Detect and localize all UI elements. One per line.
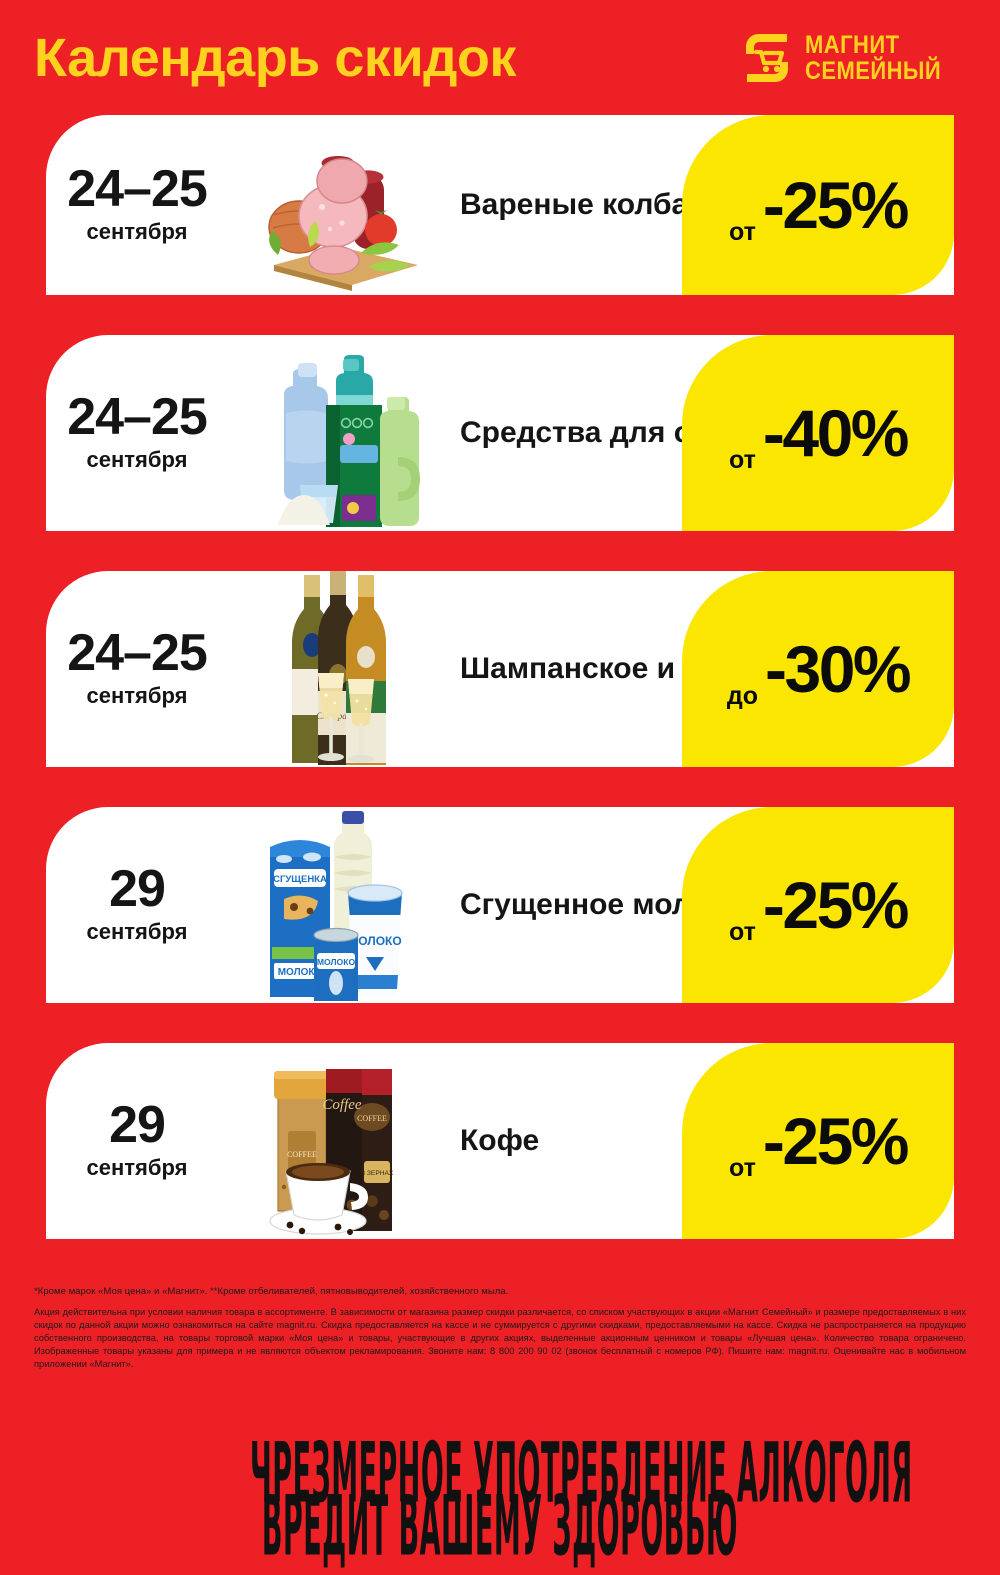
deal-date-range: 24–25: [67, 160, 208, 219]
discount-value: -40%: [762, 396, 910, 470]
page-title: Календарь скидок: [34, 27, 516, 88]
svg-text:COFFEE: COFFEE: [357, 1114, 387, 1123]
brand-name: МАГНИТ СЕМЕЙНЫЙ: [805, 32, 941, 84]
deal-date-month: сентября: [86, 1155, 188, 1181]
deal-date-range: 24–25: [67, 624, 208, 683]
discount-value: -25%: [762, 168, 910, 242]
page-header: Календарь скидок МАГНИТ СЕМЕЙНЫЙ: [0, 0, 1000, 115]
alcohol-warning-line-2: ВРЕДИТ ВАШЕМУ ЗДОРОВЬЮ: [261, 1478, 739, 1575]
deal-card-laundry-detergents[interactable]: 24–25 сентября: [46, 335, 954, 531]
disclaimer-terms: Акция действительна при условии наличия …: [34, 1306, 966, 1370]
deal-date-month: сентября: [86, 919, 188, 945]
svg-text:МОЛОКО: МОЛОКО: [317, 957, 356, 967]
svg-text:Coffee: Coffee: [322, 1097, 361, 1113]
deal-date-month: сентября: [86, 447, 188, 473]
discount-badge[interactable]: от -40%: [682, 335, 954, 531]
alcohol-warning: ЧРЕЗМЕРНОЕ УПОТРЕБЛЕНИЕ АЛКОГОЛЯ ВРЕДИТ …: [0, 1433, 1000, 1568]
discount-badge[interactable]: от -25%: [682, 1043, 954, 1239]
discount-badge[interactable]: до -30%: [682, 571, 954, 767]
svg-text:МОЛОКО: МОЛОКО: [278, 967, 323, 978]
discount-value: -25%: [762, 1104, 910, 1178]
deals-list: 24–25 сентября: [0, 115, 1000, 1239]
deal-date: 24–25 сентября: [46, 388, 222, 473]
svg-text:СГУЩЕНКА: СГУЩЕНКА: [273, 874, 327, 885]
svg-text:МОЛОКО: МОЛОКО: [348, 934, 401, 948]
discount-value: -30%: [765, 632, 912, 706]
deal-date-range: 29: [109, 1096, 166, 1155]
discount-value: -25%: [762, 868, 910, 942]
discount-prefix: от: [729, 1154, 756, 1182]
deal-date-range: 24–25: [67, 388, 208, 447]
discount-badge[interactable]: от -25%: [682, 807, 954, 1003]
discount-prefix: от: [729, 918, 756, 946]
discount-prefix: от: [729, 218, 756, 246]
deal-title: Кофе: [460, 1124, 540, 1158]
discount-badge[interactable]: от -25%: [682, 115, 954, 295]
brand-line-2: СЕМЕЙНЫЙ: [805, 56, 942, 85]
svg-text:В ЗЕРНАХ: В ЗЕРНАХ: [361, 1170, 394, 1177]
deal-date: 29 сентября: [46, 1096, 222, 1181]
deal-date-range: 29: [109, 860, 166, 919]
deal-date-month: сентября: [86, 219, 188, 245]
disclaimer: *Кроме марок «Моя цена» и «Магнит». **Кр…: [0, 1279, 1000, 1372]
disclaimer-footnotes: *Кроме марок «Моя цена» и «Магнит». **Кр…: [34, 1286, 509, 1297]
boiled-sausages-image: [222, 115, 452, 295]
discount-prefix: до: [726, 682, 759, 710]
alcohol-warning-line-1: ЧРЕЗМЕРНОЕ УПОТРЕБЛЕНИЕ АЛКОГОЛЯ: [250, 1425, 913, 1523]
deal-date: 29 сентября: [46, 860, 222, 945]
shopping-cart-icon: [743, 32, 791, 84]
champagne-bottles-image: Champagne: [222, 571, 452, 767]
deal-date: 24–25 сентября: [46, 624, 222, 709]
coffee-image: COFFEE COFFEE Coffee В ЗЕРНАХ: [222, 1043, 452, 1239]
brand-logo: МАГНИТ СЕМЕЙНЫЙ: [743, 32, 960, 84]
deal-card-condensed-milk[interactable]: 29 сентября СГУЩЕНКА: [46, 807, 954, 1003]
deal-date: 24–25 сентября: [46, 160, 222, 245]
svg-text:COFFEE: COFFEE: [287, 1150, 317, 1159]
deal-card-coffee[interactable]: 29 сентября COFFEE COFFEE: [46, 1043, 954, 1239]
brand-line-1: МАГНИТ: [805, 30, 900, 59]
laundry-detergents-image: [222, 335, 452, 531]
deal-date-month: сентября: [86, 683, 188, 709]
condensed-milk-image: СГУЩЕНКА МОЛОКО МОЛОКО: [222, 807, 452, 1003]
discount-prefix: от: [729, 446, 756, 474]
deal-card-boiled-sausages[interactable]: 24–25 сентября: [46, 115, 954, 295]
deal-card-champagne[interactable]: 24–25 сентября Champagne: [46, 571, 954, 767]
